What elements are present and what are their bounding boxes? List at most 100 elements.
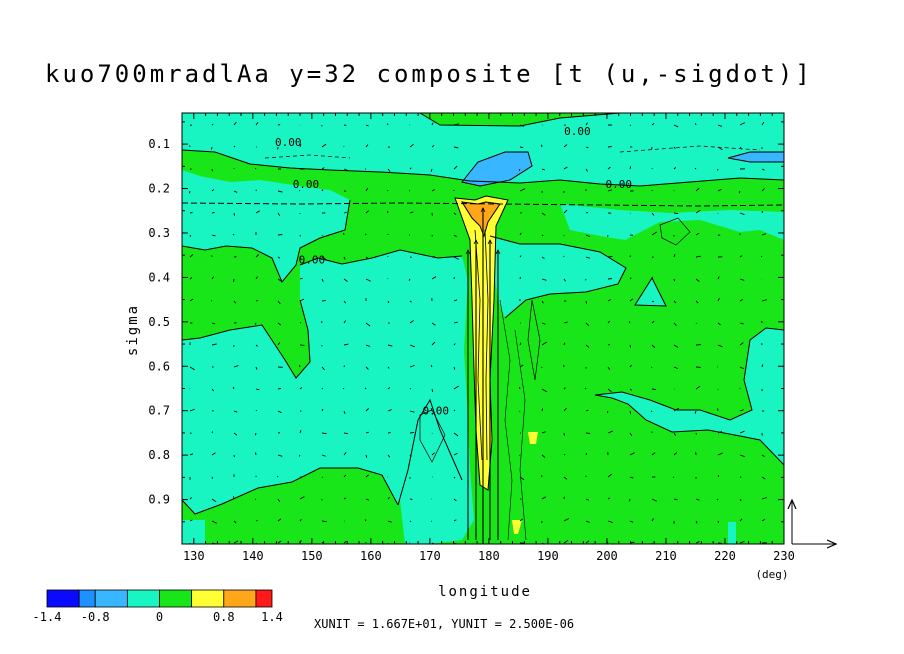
vector-arrow [211, 322, 216, 325]
contour-lines [182, 113, 784, 541]
vector-arrow [343, 410, 346, 415]
y-tick-label: 0.8 [148, 448, 170, 462]
vector-arrow [629, 476, 634, 479]
vector-arrow [673, 432, 677, 436]
vector-arrow [739, 122, 745, 126]
vector-arrow [365, 278, 371, 282]
vector-arrow [673, 167, 677, 170]
vector-arrow [629, 166, 632, 170]
x-axis: 130 140 150 160 170 180 190 200 210 220 230 [183, 113, 795, 563]
vector-arrow [695, 300, 699, 304]
vector-arrow [409, 410, 415, 413]
vector-arrow [254, 322, 257, 325]
vector-arrow [277, 322, 282, 326]
vector-arrow [585, 520, 590, 523]
vector-arrow [409, 300, 412, 303]
vector-arrow [387, 520, 392, 523]
vector-arrow [607, 320, 611, 324]
y-tick-label: 0.9 [148, 493, 170, 507]
vector-arrow [541, 300, 544, 304]
vector-arrow [211, 343, 217, 346]
vector-arrow [585, 498, 590, 501]
vector-arrow [387, 409, 392, 412]
vector-arrow [673, 124, 679, 128]
vector-arrow [255, 388, 260, 391]
vector-arrow [255, 276, 258, 280]
vector-arrow [607, 430, 614, 434]
vector-arrow [453, 343, 456, 346]
contour-value-label: 0.00 [564, 125, 591, 138]
x-tick-label: 230 [773, 549, 795, 563]
field-region-tiny-strip [728, 522, 736, 544]
vector-arrow [540, 144, 543, 148]
vector-arrow [343, 256, 346, 260]
vector-arrow [673, 253, 676, 258]
vector-arrow [585, 452, 588, 456]
vector-arrow [629, 344, 632, 348]
vector-arrow [739, 518, 743, 522]
vector-arrow [211, 123, 214, 126]
y-tick-label: 0.2 [148, 182, 170, 196]
vector-arrow [387, 454, 391, 458]
vector-arrow [563, 342, 566, 346]
vector-arrow [431, 189, 435, 192]
x-tick-label: 140 [242, 549, 264, 563]
vector-arrow [518, 386, 521, 390]
vector-arrow [563, 540, 569, 544]
vector-arrow [651, 212, 655, 216]
vector-arrow [716, 498, 719, 501]
vector-arrow [563, 144, 568, 148]
vector-arrow [695, 498, 700, 501]
vector-arrow [255, 254, 260, 258]
vector-arrow [717, 124, 723, 127]
vector-arrow [739, 146, 743, 150]
vector-arrow [255, 519, 258, 522]
x-tick-label: 170 [419, 549, 441, 563]
vector-arrow [761, 364, 764, 368]
vector-arrow [343, 211, 347, 214]
vector-arrow [695, 322, 697, 324]
vector-arrow [255, 344, 258, 347]
vector-arrow [629, 432, 633, 437]
vector-arrow [277, 256, 281, 259]
vector-arrow [541, 168, 545, 171]
vector-arrow [277, 342, 281, 346]
vector-arrow [409, 387, 412, 390]
vector-arrow [387, 210, 389, 214]
vector-arrow [651, 452, 656, 456]
vector-arrow [431, 145, 435, 148]
vector-arrow [761, 476, 766, 480]
colorbar-tick-label: -0.8 [81, 610, 110, 624]
vector-arrow [365, 187, 369, 192]
vector-arrow [717, 276, 720, 280]
vector-arrow [343, 474, 347, 478]
colorbar-segment [223, 589, 257, 608]
vector-arrow [321, 143, 327, 148]
vector-arrow [541, 431, 546, 434]
colorbar-tick-label: 0 [156, 610, 163, 624]
vector-arrow [277, 518, 282, 522]
field-region-upper-right [490, 236, 626, 318]
vector-arrow [717, 475, 720, 478]
vector-arrow [321, 541, 324, 544]
vector-arrow [739, 366, 744, 370]
vector-arrow [321, 387, 324, 390]
vector-arrow [365, 454, 368, 458]
contour-value-label: 0.00 [299, 254, 326, 267]
vector-arrow [430, 364, 433, 368]
vector-arrow [409, 454, 412, 458]
vector-arrow [211, 146, 213, 150]
vector-arrow [365, 210, 370, 214]
vector-arrow [321, 256, 327, 261]
vector-arrow [211, 189, 215, 192]
vector-arrow [431, 276, 437, 280]
vector-arrow [409, 344, 415, 348]
vector-arrow [629, 124, 632, 127]
x-tick-label: 200 [596, 549, 618, 563]
vector-arrow [717, 146, 723, 151]
vector-arrow [629, 452, 635, 456]
vector-reference-label: XUNIT = 1.667E+01, YUNIT = 2.500E-06 [314, 617, 575, 631]
vector-arrow [717, 344, 723, 348]
vector-arrow [387, 168, 391, 172]
vector-arrow [233, 212, 236, 216]
